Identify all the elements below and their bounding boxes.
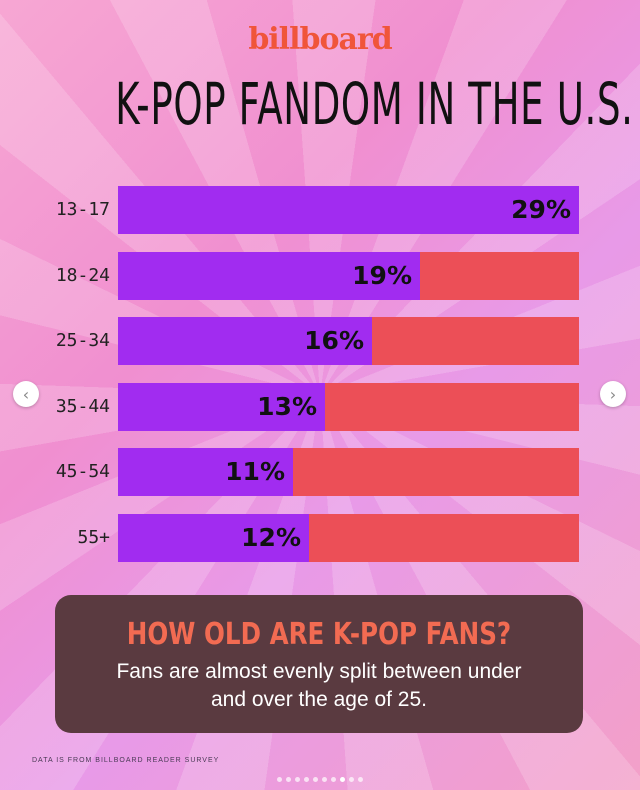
bar-track: 12% [118, 513, 579, 562]
previous-slide-button[interactable]: ‹ [13, 381, 39, 407]
data-label: 13% [257, 391, 317, 421]
bar-row: 55+ 12% [0, 513, 640, 562]
data-label: 19% [352, 260, 412, 290]
category-label: 25-34 [55, 330, 110, 351]
carousel-dot[interactable] [286, 777, 291, 782]
data-label: 12% [241, 522, 301, 552]
bar: 11% [118, 448, 293, 496]
data-label: 29% [511, 195, 571, 224]
bar-track: 16% [118, 317, 579, 365]
bar-row: 35-44 13% [0, 382, 640, 431]
bar-track: 19% [118, 251, 579, 300]
bar-row: 45-54 11% [0, 448, 640, 496]
bar: 12% [118, 513, 309, 562]
next-slide-button[interactable]: › [600, 381, 626, 407]
bar-remainder [420, 251, 579, 300]
bar-row: 18-24 19% [0, 251, 640, 300]
category-label: 13-17 [55, 199, 110, 220]
category-label: 35-44 [55, 395, 110, 417]
carousel-dot[interactable] [322, 777, 327, 782]
bar-remainder [372, 317, 579, 365]
carousel-dot[interactable] [349, 777, 354, 782]
carousel-dot[interactable] [340, 777, 345, 782]
callout-title: HOW OLD ARE K-POP FANS? [126, 617, 512, 652]
billboard-logo: billboard [248, 22, 392, 57]
bar-remainder [309, 513, 579, 562]
page-title: K-POP FANDOM IN THE U.S. [115, 70, 634, 138]
data-label: 11% [225, 457, 285, 486]
bar-track: 29% [118, 186, 579, 234]
chevron-right-icon: › [609, 384, 617, 404]
carousel-dot[interactable] [331, 777, 336, 782]
bar-track: 11% [118, 448, 579, 496]
carousel-dot[interactable] [304, 777, 309, 782]
bar: 29% [118, 186, 579, 234]
bar-remainder [325, 382, 579, 431]
data-label: 16% [304, 326, 364, 355]
bar: 16% [118, 317, 372, 365]
category-label: 55+ [77, 526, 110, 548]
bar: 19% [118, 251, 420, 300]
category-label: 18-24 [55, 264, 110, 286]
bar-row: 13-17 29% [0, 186, 640, 234]
category-label: 45-54 [55, 461, 110, 482]
callout-box: HOW OLD ARE K-POP FANS? Fans are almost … [55, 595, 583, 733]
chevron-left-icon: ‹ [22, 384, 30, 404]
carousel-page-indicator [0, 769, 640, 787]
carousel-dot[interactable] [277, 777, 282, 782]
bar-remainder [293, 448, 579, 496]
callout-body: Fans are almost evenly split between und… [116, 660, 522, 711]
source-footnote: DATA IS FROM BILLBOARD READER SURVEY [32, 757, 220, 764]
carousel-dot[interactable] [295, 777, 300, 782]
carousel-dot[interactable] [358, 777, 363, 782]
bar-track: 13% [118, 382, 579, 431]
bar: 13% [118, 382, 325, 431]
bar-row: 25-34 16% [0, 317, 640, 365]
carousel-dot[interactable] [313, 777, 318, 782]
